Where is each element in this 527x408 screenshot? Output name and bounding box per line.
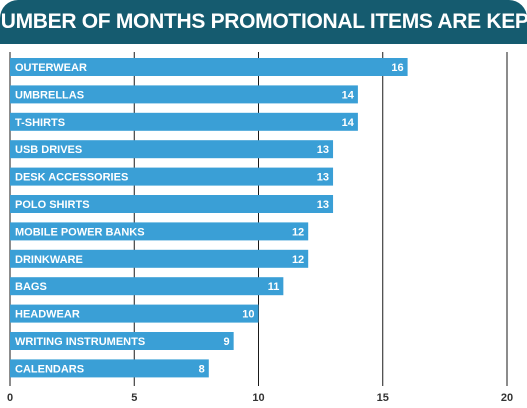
bar — [10, 332, 234, 350]
bar — [10, 222, 309, 241]
category-label: POLO SHIRTS — [15, 199, 90, 211]
value-label: 12 — [292, 254, 304, 266]
value-label: 8 — [199, 363, 205, 375]
category-label: DESK ACCESSORIES — [15, 172, 128, 184]
bar — [10, 112, 358, 131]
value-label: 13 — [317, 172, 329, 184]
value-label: 12 — [292, 226, 304, 238]
category-label: DRINKWARE — [15, 254, 83, 266]
bar — [10, 167, 334, 186]
x-tick-label: 5 — [131, 392, 137, 404]
x-tick-label: 20 — [501, 392, 513, 404]
bar — [10, 359, 209, 378]
bar — [10, 58, 408, 76]
category-label: UMBRELLAS — [15, 89, 84, 101]
bar — [10, 304, 259, 323]
category-label: BAGS — [15, 281, 47, 293]
bar — [10, 277, 284, 296]
category-label: CALENDARS — [15, 363, 84, 375]
x-tick-label: 10 — [252, 392, 264, 404]
chart-title: NUMBER OF MONTHS PROMOTIONAL ITEMS ARE K… — [0, 10, 527, 33]
value-label: 13 — [317, 144, 329, 156]
x-tick-label: 0 — [7, 392, 13, 404]
category-label: T-SHIRTS — [15, 117, 65, 129]
value-label: 14 — [342, 117, 355, 129]
value-label: 9 — [224, 336, 230, 348]
bar — [10, 195, 334, 213]
value-label: 11 — [268, 281, 280, 293]
bar — [10, 85, 358, 104]
category-label: HEADWEAR — [15, 309, 80, 321]
category-label: OUTERWEAR — [15, 62, 87, 74]
value-label: 16 — [391, 62, 403, 74]
bar — [10, 249, 309, 268]
category-label: USB DRIVES — [15, 144, 82, 156]
category-label: WRITING INSTRUMENTS — [15, 336, 145, 348]
value-label: 13 — [317, 199, 329, 211]
value-label: 14 — [342, 89, 355, 101]
category-label: MOBILE POWER BANKS — [15, 226, 145, 238]
x-tick-label: 15 — [377, 392, 389, 404]
chart-header: NUMBER OF MONTHS PROMOTIONAL ITEMS ARE K… — [0, 0, 527, 44]
bar — [10, 140, 334, 159]
value-label: 10 — [242, 309, 254, 321]
